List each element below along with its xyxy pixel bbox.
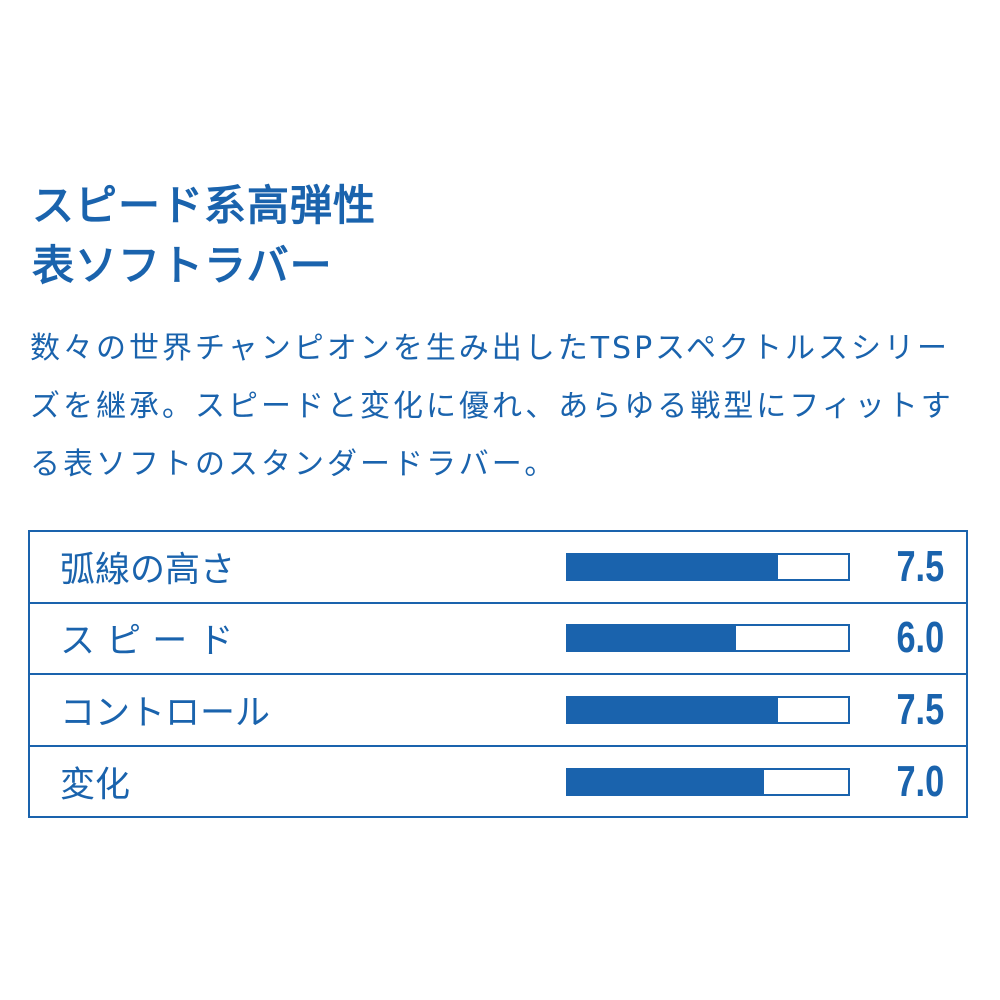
rating-label: ス ピ ー ド (60, 621, 234, 662)
rating-value: 7.5 (896, 541, 944, 591)
rating-bar (566, 768, 850, 797)
rating-bar (566, 552, 850, 581)
rating-label: 変化 (60, 765, 131, 806)
rating-row-variation: 変化 7.0 (30, 747, 966, 819)
rating-bar-fill (568, 697, 778, 722)
rating-value: 7.5 (896, 684, 944, 734)
rating-label: コントロール (60, 693, 271, 734)
rating-bar-fill (568, 626, 736, 651)
rating-bar-fill (568, 770, 764, 795)
headline-line-2: 表ソフトラバー (32, 241, 333, 290)
rating-label: 弧線の高さ (60, 550, 236, 591)
rating-row-speed: ス ピ ー ド 6.0 (30, 604, 966, 675)
rating-value: 6.0 (896, 613, 944, 663)
rating-bar (566, 624, 850, 653)
rating-value: 7.0 (896, 757, 944, 807)
rating-row-control: コントロール 7.5 (30, 675, 966, 747)
product-description: 数々の世界チャンピオンを生み出したTSPスペクトルスシリーズを継承。スピードと変… (30, 331, 954, 482)
rating-bar (566, 695, 850, 724)
rating-bar-fill (568, 554, 778, 579)
rating-table: 弧線の高さ 7.5 ス ピ ー ド 6.0 コントロール 7.5 変化 7.0 (28, 530, 968, 818)
headline: スピード系高弾性 表ソフトラバー (32, 176, 376, 296)
rating-row-arc-height: 弧線の高さ 7.5 (30, 532, 966, 604)
headline-line-1: スピード系高弾性 (32, 181, 377, 230)
